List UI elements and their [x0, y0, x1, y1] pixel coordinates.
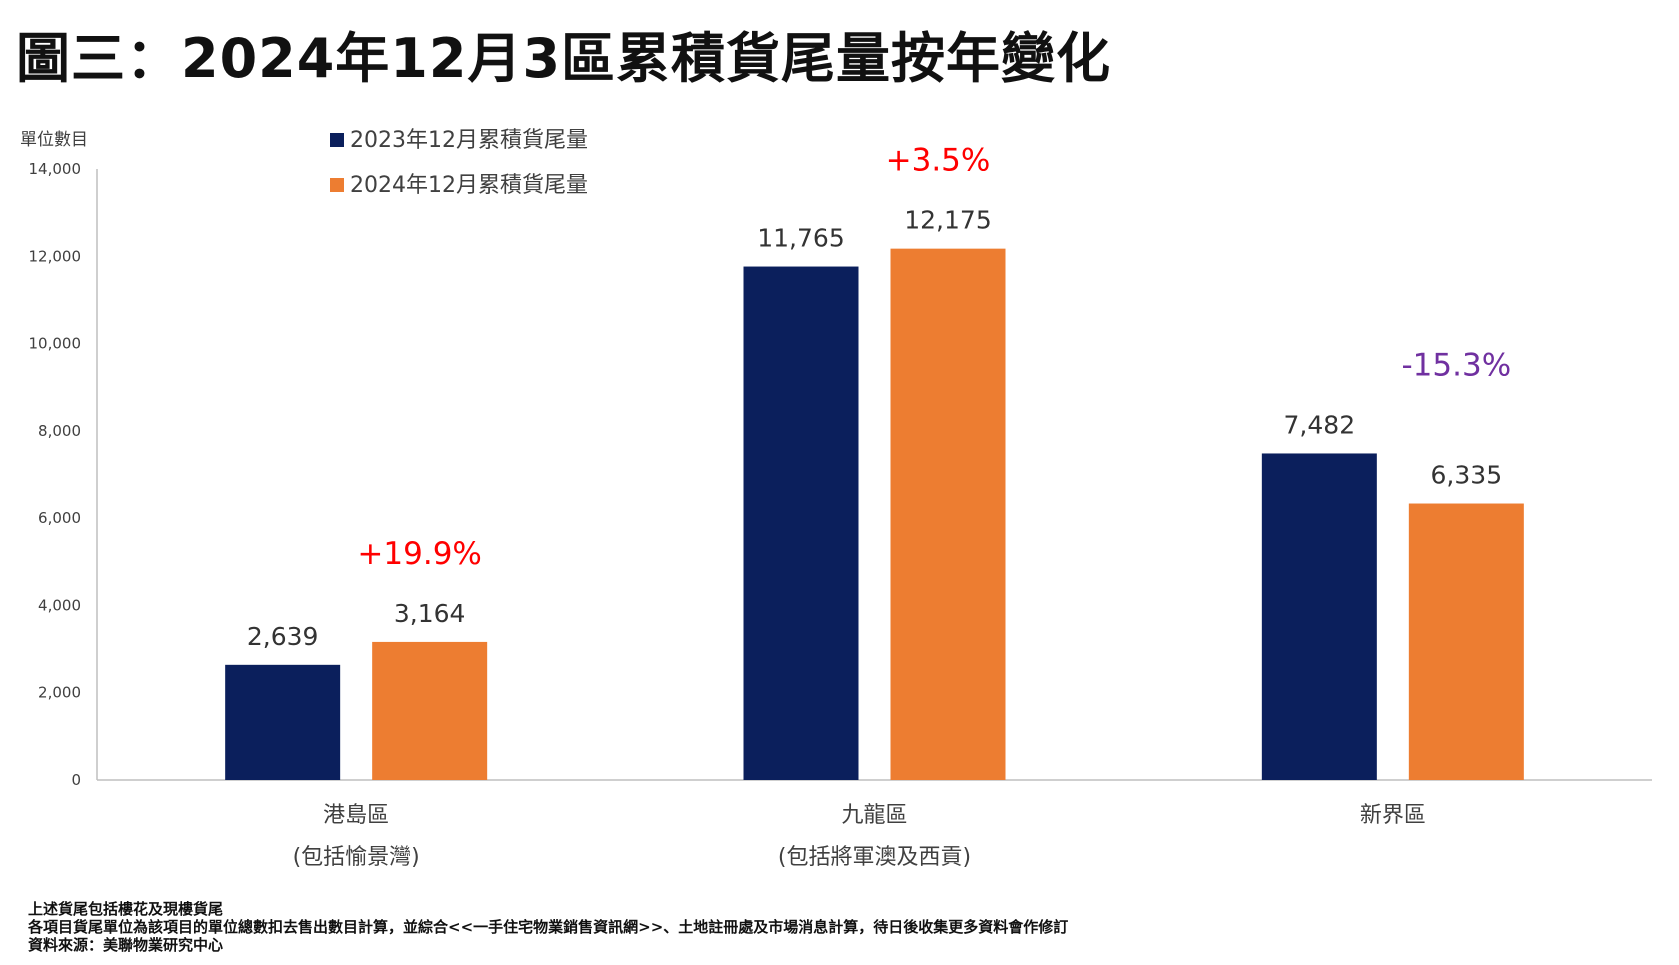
y-tick-label: 2,000 — [38, 684, 81, 702]
data-label: 3,164 — [394, 599, 466, 628]
data-label: 7,482 — [1284, 410, 1356, 439]
x-tick-label: 港島區 — [323, 803, 389, 828]
bar — [743, 266, 859, 781]
bar — [1261, 453, 1377, 780]
footnotes: 上述貨尾包括樓花及現樓貨尾 各項目貨尾單位為該項目的單位總數扣去售出數目計算，並… — [28, 900, 1068, 954]
bar — [225, 664, 341, 780]
change-label: -15.3% — [1401, 347, 1511, 383]
x-tick-sublabel: (包括愉景灣) — [293, 845, 420, 870]
data-label: 12,175 — [904, 206, 991, 235]
y-tick-label: 10,000 — [29, 335, 82, 353]
x-tick-label: 九龍區 — [841, 803, 907, 828]
change-label: +3.5% — [886, 143, 991, 179]
y-tick-label: 6,000 — [38, 509, 81, 527]
data-label: 2,639 — [247, 622, 319, 651]
y-axis-label: 單位數目 — [20, 130, 88, 150]
change-label: +19.9% — [357, 536, 481, 572]
y-tick-label: 12,000 — [29, 247, 82, 265]
data-label: 6,335 — [1431, 461, 1503, 490]
footnote-line: 各項目貨尾單位為該項目的單位總數扣去售出數目計算，並綜合<<一手住宅物業銷售資訊… — [28, 918, 1069, 936]
y-tick-label: 8,000 — [38, 422, 81, 440]
bar — [890, 248, 1006, 781]
y-tick-label: 0 — [71, 771, 81, 789]
legend-label: 2023年12月累積貨尾量 — [350, 128, 588, 153]
footnote-line: 資料來源：美聯物業研究中心 — [28, 936, 224, 954]
footnote-line: 上述貨尾包括樓花及現樓貨尾 — [28, 900, 224, 918]
x-tick-label: 新界區 — [1360, 803, 1426, 828]
y-tick-label: 14,000 — [29, 160, 82, 178]
page-title: 圖三：2024年12月3區累積貨尾量按年變化 — [16, 27, 1112, 90]
bar — [1408, 503, 1524, 780]
y-tick-label: 4,000 — [38, 596, 81, 614]
legend-label: 2024年12月累積貨尾量 — [350, 173, 588, 198]
data-label: 11,765 — [757, 224, 844, 253]
legend-swatch — [330, 178, 344, 192]
legend-swatch — [330, 133, 344, 147]
x-tick-sublabel: (包括將軍澳及西貢) — [778, 845, 971, 870]
bar — [372, 641, 488, 780]
